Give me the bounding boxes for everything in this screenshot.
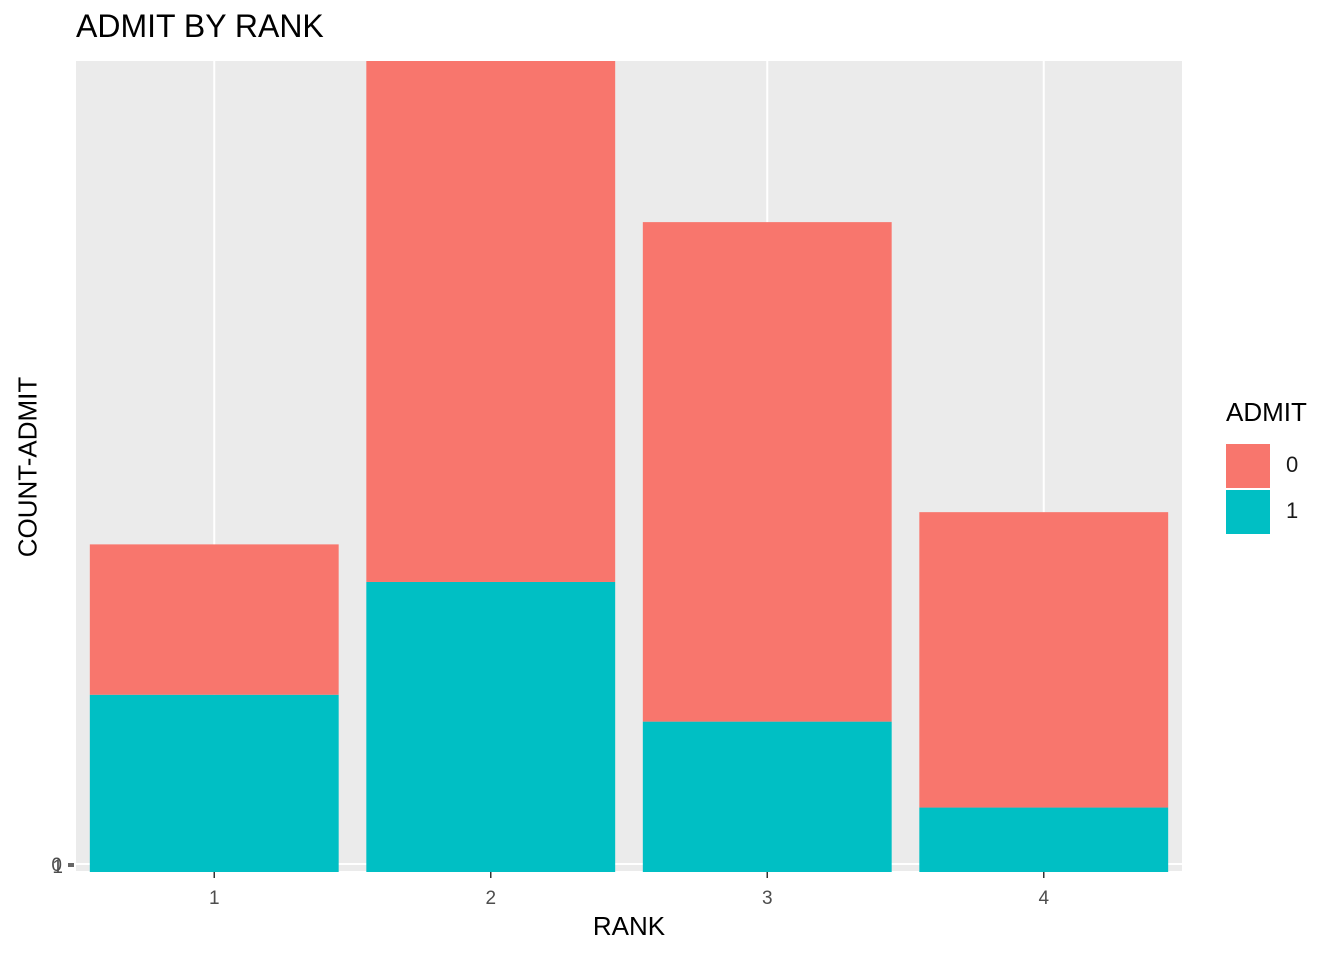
x-axis-ticks: 1 2 3 4 xyxy=(209,872,1049,909)
bar-rank-3-admit-1 xyxy=(642,721,892,872)
bar-rank-1-admit-0 xyxy=(89,544,339,695)
legend-label-0: 0 xyxy=(1286,452,1299,477)
y-axis-ticks: 01 xyxy=(51,855,74,878)
legend-swatch-0 xyxy=(1226,444,1270,488)
x-tick-label-3: 3 xyxy=(762,888,773,909)
bar-rank-4-admit-0 xyxy=(919,512,1169,808)
bar-rank-3-admit-0 xyxy=(642,222,892,722)
x-tick-label-1: 1 xyxy=(209,888,220,909)
chart-title: ADMIT BY RANK xyxy=(76,8,324,44)
bar-rank-2-admit-0 xyxy=(366,61,616,582)
x-axis-label: RANK xyxy=(592,911,666,941)
y-tick-label-1: 1 xyxy=(52,857,63,878)
bar-rank-4-admit-1 xyxy=(919,807,1169,872)
bars xyxy=(89,61,1169,872)
legend-title: ADMIT xyxy=(1226,397,1307,427)
bar-rank-2-admit-1 xyxy=(366,581,616,872)
x-tick-label-2: 2 xyxy=(485,888,496,909)
y-axis-title: COUNT-ADMIT xyxy=(0,0,60,960)
x-tick-label-4: 4 xyxy=(1038,888,1049,909)
legend-label-1: 1 xyxy=(1286,498,1299,523)
bar-rank-1-admit-1 xyxy=(89,694,339,872)
y-axis-label: COUNT-ADMIT xyxy=(12,376,43,558)
y-tick-label-0: 0 xyxy=(51,855,62,876)
legend-swatch-1 xyxy=(1226,490,1270,534)
